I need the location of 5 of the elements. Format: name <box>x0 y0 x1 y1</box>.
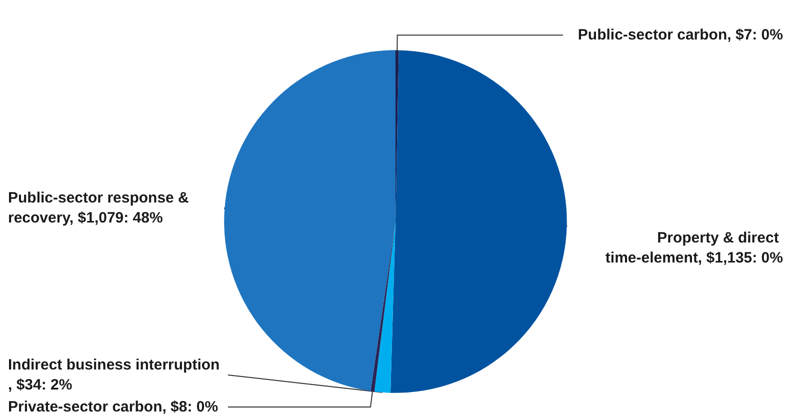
slice-label: Private-sector carbon, $8: 0% <box>8 398 218 416</box>
slice-label: Property & direct time-element, $1,135: 0% <box>605 229 783 266</box>
slice-label: Public-sector response & recovery, $1,079: 48% <box>8 189 194 226</box>
slice-label: Indirect business interruption, $34: 2% <box>8 356 220 394</box>
slice-label: Public-sector carbon, $7: 0% <box>578 26 783 44</box>
